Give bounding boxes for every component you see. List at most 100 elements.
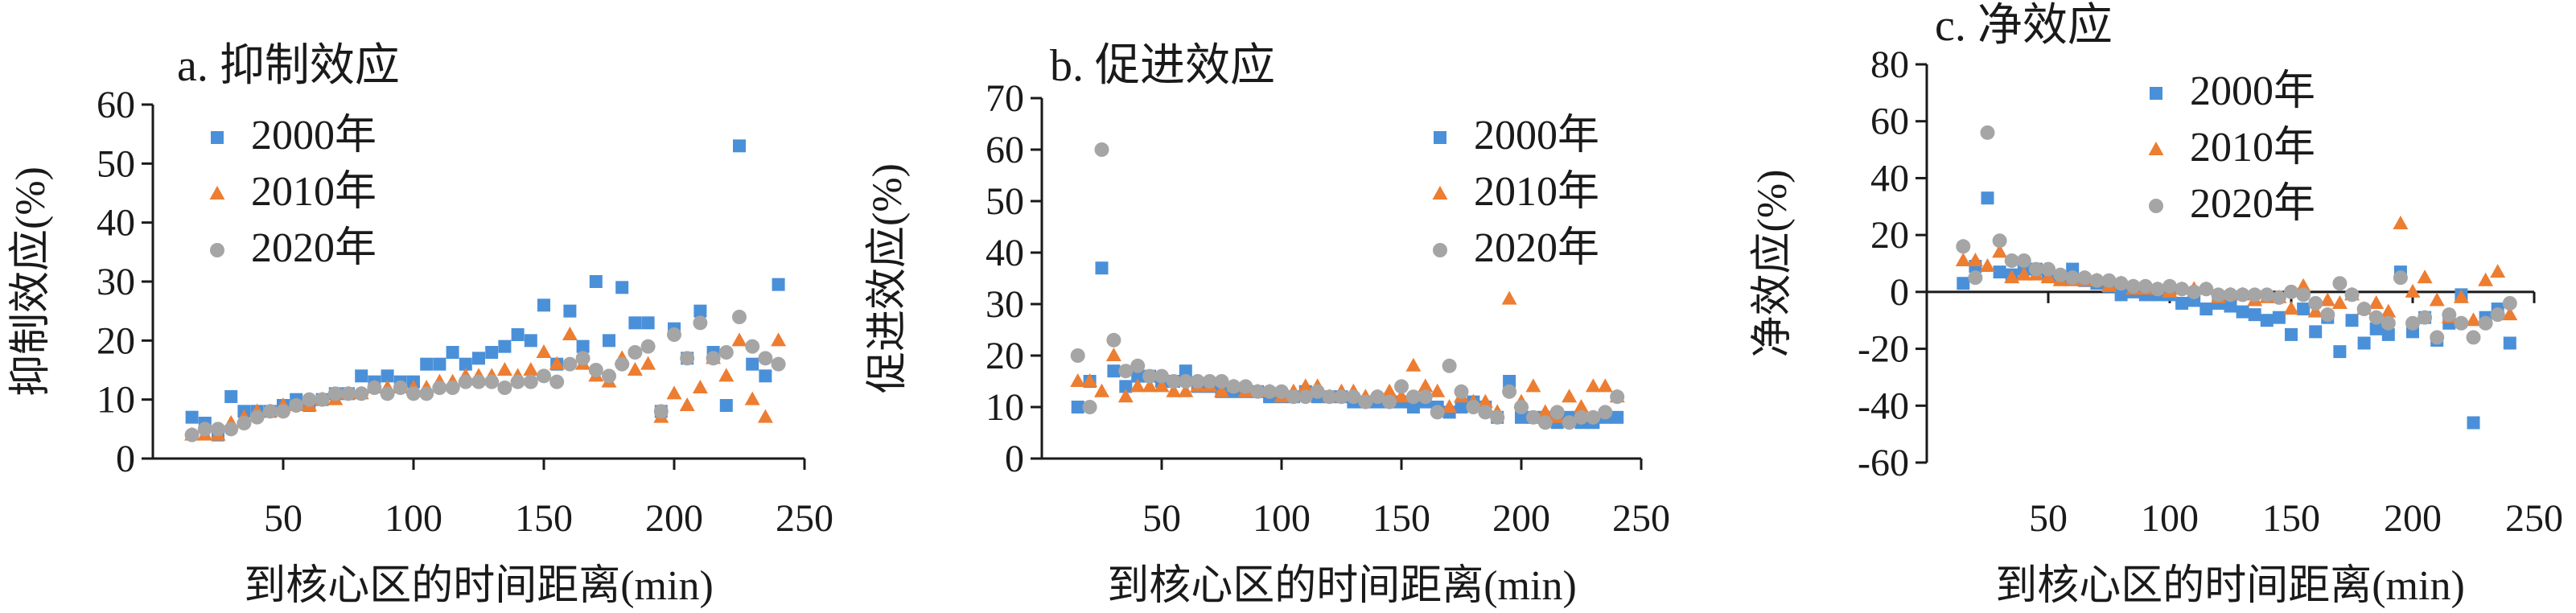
data-point xyxy=(2344,287,2360,302)
data-point xyxy=(602,368,616,384)
data-point xyxy=(1226,379,1241,394)
data-point xyxy=(731,332,747,347)
legend-label: 2000年 xyxy=(1474,113,1599,158)
y-tick-label: 40 xyxy=(986,232,1024,274)
chart-title: c. 净效应 xyxy=(1935,1,2113,51)
y-tick-label: -20 xyxy=(1858,328,1909,371)
data-point xyxy=(1502,384,1517,399)
data-point xyxy=(1370,389,1385,405)
data-point xyxy=(1154,378,1170,393)
y-tick-label: 10 xyxy=(986,386,1024,429)
data-point xyxy=(1214,374,1229,389)
data-point xyxy=(2272,311,2286,324)
data-point xyxy=(2175,282,2190,297)
data-point xyxy=(537,298,550,312)
data-point xyxy=(2381,327,2395,341)
data-point xyxy=(276,404,290,419)
data-point xyxy=(1490,409,1505,425)
data-point xyxy=(2466,330,2481,345)
data-point xyxy=(1537,415,1553,430)
data-point xyxy=(2368,295,2385,309)
data-point xyxy=(2331,295,2348,309)
y-tick-label: 50 xyxy=(986,180,1024,223)
data-point xyxy=(237,416,252,430)
data-point xyxy=(2283,301,2299,315)
data-point xyxy=(1381,383,1397,397)
legend-marker xyxy=(210,243,224,257)
data-point xyxy=(2016,253,2031,268)
data-point xyxy=(1094,142,1109,157)
data-point xyxy=(1094,383,1109,397)
data-point xyxy=(2028,261,2043,277)
y-tick-label: 0 xyxy=(1890,271,1909,314)
data-point xyxy=(1503,375,1516,388)
data-point xyxy=(524,334,537,348)
data-point xyxy=(589,275,603,288)
data-point xyxy=(562,327,578,340)
data-point xyxy=(615,356,630,372)
data-point xyxy=(523,362,539,376)
y-tick-label: 20 xyxy=(1870,214,1909,257)
data-point xyxy=(485,346,499,359)
data-point xyxy=(758,351,773,366)
x-axis-label: 到核心区的时间距离(min) xyxy=(244,563,714,609)
data-point xyxy=(2236,305,2249,319)
data-point xyxy=(315,392,330,407)
series-2000年 xyxy=(1071,261,1624,430)
data-point xyxy=(2297,302,2311,316)
data-point xyxy=(2430,330,2445,345)
data-point xyxy=(327,386,343,401)
legend-marker xyxy=(1434,131,1446,144)
data-point xyxy=(1454,384,1469,399)
data-point xyxy=(2490,307,2505,323)
data-point xyxy=(757,409,773,423)
data-point xyxy=(2308,296,2323,311)
data-point xyxy=(759,369,772,383)
data-point xyxy=(2478,272,2494,286)
data-point xyxy=(472,352,485,365)
data-point xyxy=(2040,269,2056,284)
data-point xyxy=(1585,378,1601,393)
data-point xyxy=(484,374,500,389)
data-point xyxy=(1154,368,1169,384)
data-point xyxy=(511,328,525,341)
data-point xyxy=(211,422,225,437)
data-point xyxy=(2490,264,2506,278)
x-tick-label: 100 xyxy=(2141,497,2199,540)
data-point xyxy=(1298,378,1314,393)
data-point xyxy=(2223,287,2238,302)
data-point xyxy=(1957,277,1970,290)
data-point xyxy=(2077,270,2092,286)
data-point xyxy=(1202,374,1217,389)
data-point xyxy=(1274,384,1289,399)
data-point xyxy=(2004,253,2019,268)
data-point xyxy=(2405,283,2421,298)
data-point xyxy=(2442,307,2457,323)
data-point xyxy=(1477,393,1493,408)
data-point xyxy=(2016,266,2032,281)
data-point xyxy=(693,304,707,318)
data-point xyxy=(615,281,629,294)
data-point xyxy=(537,368,551,384)
chart-title: a. 抑制效应 xyxy=(177,41,400,91)
y-tick-label: 40 xyxy=(97,202,135,245)
data-point xyxy=(719,399,733,412)
legend-label: 2010年 xyxy=(251,169,377,215)
data-point xyxy=(718,368,735,382)
data-point xyxy=(1119,380,1133,393)
data-point xyxy=(471,374,486,389)
data-point xyxy=(420,357,434,371)
data-point xyxy=(458,374,473,389)
x-tick-label: 200 xyxy=(2384,497,2442,540)
data-point xyxy=(603,334,615,348)
data-point xyxy=(2138,278,2153,294)
data-point xyxy=(1598,405,1613,420)
data-point xyxy=(432,381,447,395)
data-point xyxy=(771,356,786,372)
data-point xyxy=(2417,269,2433,284)
y-tick-label: 50 xyxy=(97,142,135,185)
data-point xyxy=(1190,374,1205,389)
data-point xyxy=(1574,399,1589,413)
data-point xyxy=(380,386,395,401)
